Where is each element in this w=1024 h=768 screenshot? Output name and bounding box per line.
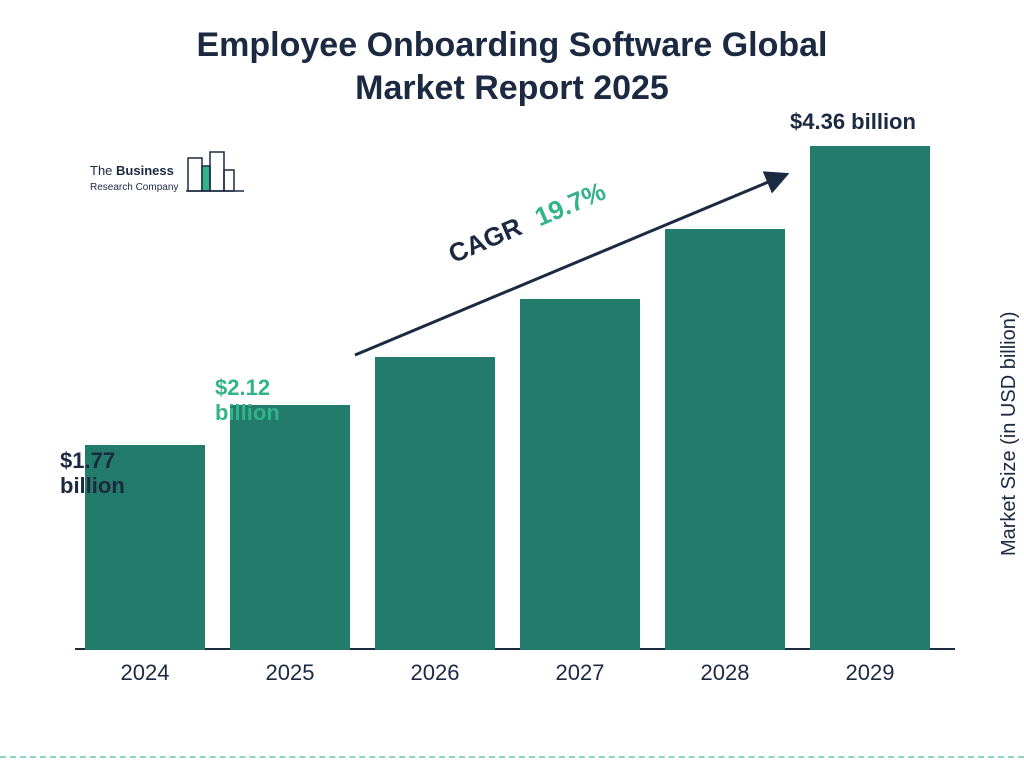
chart-frame: Employee Onboarding Software Global Mark… <box>0 0 1024 768</box>
bottom-divider <box>0 756 1024 758</box>
title-line-1: Employee Onboarding Software Global <box>197 26 828 64</box>
y-axis-label: Market Size (in USD billion) <box>999 312 1022 557</box>
x-tick-label: 2028 <box>665 660 785 686</box>
bar-value-label: $1.77billion <box>60 448 125 499</box>
bar <box>810 146 930 650</box>
bar <box>375 357 495 651</box>
title-line-2: Market Report 2025 <box>355 69 669 107</box>
bar-value-label: $4.36 billion <box>790 109 916 134</box>
x-tick-label: 2027 <box>520 660 640 686</box>
cagr-annotation: CAGR 19.7% <box>355 175 785 355</box>
x-tick-label: 2029 <box>810 660 930 686</box>
x-tick-label: 2025 <box>230 660 350 686</box>
x-tick-label: 2024 <box>85 660 205 686</box>
bar <box>230 405 350 650</box>
x-tick-label: 2026 <box>375 660 495 686</box>
chart-title: Employee Onboarding Software Global Mark… <box>0 24 1024 109</box>
bar-value-label: $2.12billion <box>215 375 280 426</box>
